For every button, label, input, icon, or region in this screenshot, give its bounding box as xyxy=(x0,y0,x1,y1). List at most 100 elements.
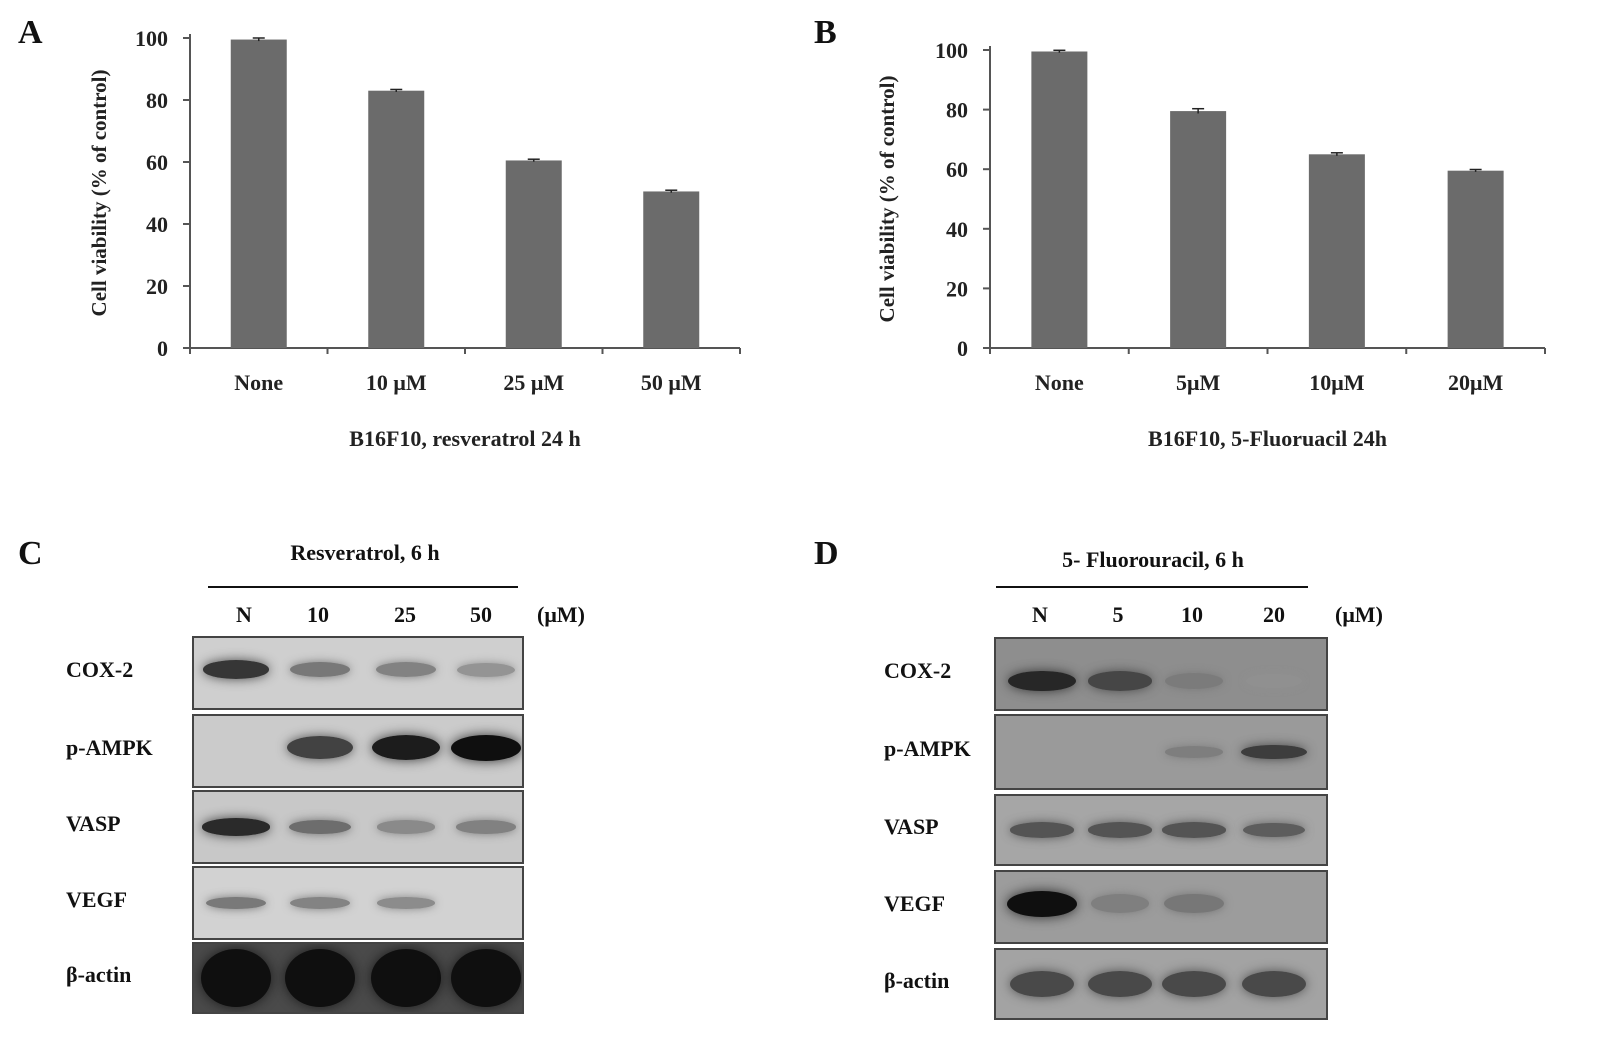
chart-b-bar xyxy=(1031,51,1088,349)
blot-d-band xyxy=(1162,822,1226,838)
blot-d-rule xyxy=(996,586,1308,588)
blot-d-band xyxy=(1246,673,1302,689)
chart-b-y-tick-label: 20 xyxy=(946,276,968,301)
blot-c-band xyxy=(376,662,436,677)
blot-d-row-label: VEGF xyxy=(884,891,946,916)
blot-c-band xyxy=(371,734,441,761)
blot-d-band xyxy=(1164,893,1224,914)
blot-d-band xyxy=(1242,822,1306,838)
chart-a-category-label: 10 μM xyxy=(366,370,427,395)
blot-c-band xyxy=(376,897,436,909)
panel-d-letter: D xyxy=(814,535,839,572)
panel-b-letter: B xyxy=(814,14,837,51)
blot-c-band xyxy=(201,949,271,1007)
blot-c-row-label: β-actin xyxy=(66,962,132,987)
blot-d-strip xyxy=(994,948,1328,1020)
chart-b-category-label: 5μM xyxy=(1176,370,1220,395)
chart-b-fluorouracil-viability: 0 20 40 60 80 100 None 5μM 10μM 20μM B16F10, 5-Flu… xyxy=(875,38,1546,451)
chart-b-bar xyxy=(1308,154,1365,348)
chart-a-y-tick-label: 80 xyxy=(146,88,168,113)
blot-c-band xyxy=(456,820,516,834)
blot-d-band xyxy=(1007,890,1077,917)
chart-a-bar xyxy=(643,191,700,348)
blot-c-row-label: COX-2 xyxy=(66,657,134,682)
blot-c-strip xyxy=(192,714,524,788)
blot-d-strip xyxy=(994,714,1328,790)
chart-a-category-label: None xyxy=(234,370,283,395)
chart-b-y-tick-label: 40 xyxy=(946,217,968,242)
blot-d-row-label: COX-2 xyxy=(884,658,952,683)
blot-d-lane-label: 5 xyxy=(1112,602,1124,627)
blot-d-band xyxy=(1087,671,1153,691)
chart-a-y-tick-label: 100 xyxy=(135,26,168,51)
chart-a-category-label: 25 μM xyxy=(503,370,564,395)
blot-c-strip xyxy=(192,636,524,710)
blot-c-band xyxy=(376,820,436,834)
blot-c-band xyxy=(202,660,270,679)
chart-a-y-tick-label: 0 xyxy=(157,336,168,361)
blot-d-lane-label: 10 xyxy=(1181,602,1203,627)
chart-a-resveratrol-viability: 0 20 40 60 80 100 None 10 μM 25 μM 50 μM B16F10, r… xyxy=(87,26,741,451)
blot-d-band xyxy=(1090,894,1150,913)
blot-c-lane-label: 50 xyxy=(470,602,492,627)
blot-c-lane-label: 10 xyxy=(307,602,329,627)
panel-a-letter: A xyxy=(18,14,43,51)
chart-b-y-tick-label: 60 xyxy=(946,157,968,182)
chart-b-category-label: 10μM xyxy=(1309,370,1364,395)
blot-d-band xyxy=(1241,970,1307,998)
blot-c-strip xyxy=(192,942,524,1014)
chart-b-x-axis-title: B16F10, 5-Fluoruacil 24h xyxy=(1148,426,1387,451)
chart-a-x-axis-title: B16F10, resveratrol 24 h xyxy=(349,426,580,451)
blot-d-band xyxy=(1087,970,1153,998)
chart-a-y-tick-label: 20 xyxy=(146,274,168,299)
blot-c-band xyxy=(202,818,270,836)
blot-d-band xyxy=(1009,970,1075,998)
blot-d-band xyxy=(1241,744,1307,760)
chart-b-y-tick-label: 0 xyxy=(957,336,968,361)
chart-b-bar xyxy=(1447,170,1504,348)
chart-a-bar xyxy=(368,90,425,348)
blot-c-unit-label: (μM) xyxy=(537,602,585,627)
blot-c-row-label: p-AMPK xyxy=(66,735,153,760)
blot-c-title: Resveratrol, 6 h xyxy=(290,540,440,565)
blot-c-band xyxy=(205,896,267,910)
chart-b-y-tick-label: 80 xyxy=(946,98,968,123)
chart-b-y-axis-title: Cell viability (% of control) xyxy=(875,76,899,323)
blot-c-rule xyxy=(208,586,518,588)
blot-d-lane-label: N xyxy=(1032,602,1048,627)
blot-c-band xyxy=(451,949,521,1007)
blot-c-lane-label: 25 xyxy=(394,602,416,627)
chart-a-bar xyxy=(505,160,562,348)
blot-c-band xyxy=(285,949,355,1007)
blot-d-band xyxy=(1164,746,1224,758)
blot-d-band xyxy=(1088,822,1152,838)
blot-c-band xyxy=(290,897,350,909)
blot-d-band xyxy=(1164,673,1224,689)
blot-d-strip xyxy=(994,870,1328,944)
chart-b-category-label: 20μM xyxy=(1448,370,1503,395)
blot-c-band xyxy=(289,819,351,835)
blot-d-row-label: β-actin xyxy=(884,968,950,993)
chart-b-y-tick-label: 100 xyxy=(935,38,968,63)
chart-a-y-tick-label: 40 xyxy=(146,212,168,237)
blot-d-band xyxy=(1008,670,1076,692)
chart-a-category-label: 50 μM xyxy=(641,370,702,395)
chart-a-y-tick-label: 60 xyxy=(146,150,168,175)
blot-c-strip xyxy=(192,790,524,864)
blot-c-lane-label: N xyxy=(236,602,252,627)
chart-b-category-label: None xyxy=(1035,370,1084,395)
blot-c-band xyxy=(287,735,353,760)
blot-d-band xyxy=(1161,970,1227,998)
blot-c-band xyxy=(451,734,521,761)
blot-c-band xyxy=(289,661,351,678)
blot-c-row-label: VEGF xyxy=(66,887,128,912)
blot-d-band xyxy=(1010,822,1074,838)
blot-d-row-label: p-AMPK xyxy=(884,736,971,761)
blot-d-title: 5- Fluorouracil, 6 h xyxy=(1062,547,1244,572)
chart-b-bar xyxy=(1170,111,1227,348)
blot-c-strip xyxy=(192,866,524,940)
panel-c-letter: C xyxy=(18,535,43,572)
chart-a-bar xyxy=(230,39,287,349)
blot-d-lane-label: 20 xyxy=(1263,602,1285,627)
blot-d-row-label: VASP xyxy=(884,814,939,839)
